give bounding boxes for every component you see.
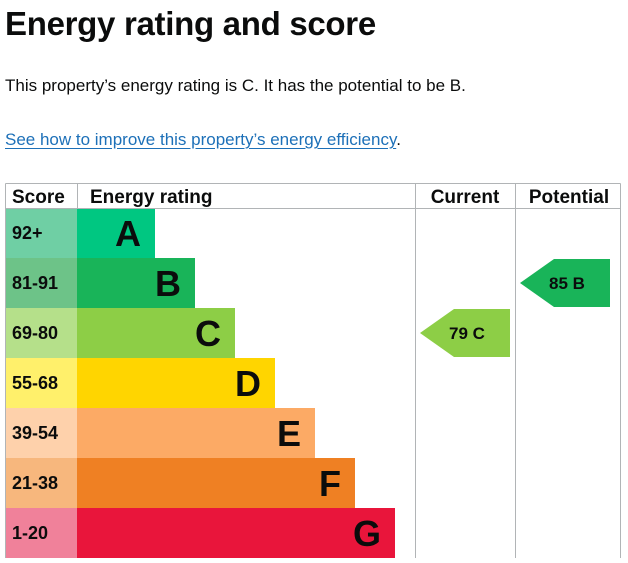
score-range-c: 69-80 <box>12 323 58 343</box>
rating-letter-e: E <box>277 413 301 454</box>
score-range-g: 1-20 <box>12 523 48 543</box>
score-range-f: 21-38 <box>12 473 58 493</box>
rating-bar-f <box>77 458 355 508</box>
rating-bar-a <box>77 208 155 258</box>
rating-bar-g <box>77 508 395 558</box>
rating-letter-b: B <box>155 263 181 304</box>
potential-rating-label: 85 B <box>549 274 585 293</box>
link-suffix: . <box>396 130 401 149</box>
rating-summary: This property’s energy rating is C. It h… <box>5 76 466 95</box>
score-band-c <box>6 308 77 358</box>
page-title: Energy rating and score <box>5 5 376 42</box>
score-range-b: 81-91 <box>12 273 58 293</box>
score-band-b <box>6 258 77 308</box>
score-band-f <box>6 458 77 508</box>
energy-rating-chart: 92+ A 81-91 B 69-80 C 55-68 D 39-54 E 21-38 F 1-20 G … <box>0 183 621 560</box>
current-rating-label: 79 C <box>449 324 485 343</box>
score-range-e: 39-54 <box>12 423 58 443</box>
score-band-g <box>6 508 77 558</box>
score-band-a <box>6 208 77 258</box>
score-range-d: 55-68 <box>12 373 58 393</box>
improve-efficiency-link[interactable]: See how to improve this property’s energ… <box>5 130 397 149</box>
header-potential: Potential <box>529 187 609 208</box>
header-energy-rating: Energy rating <box>90 187 212 208</box>
score-range-a: 92+ <box>12 223 43 243</box>
header-current: Current <box>431 187 500 208</box>
rating-letter-f: F <box>319 463 341 504</box>
score-band-d <box>6 358 77 408</box>
rating-bar-e <box>77 408 315 458</box>
rating-bar-b <box>77 258 195 308</box>
rating-letter-c: C <box>195 313 221 354</box>
improve-link-line: See how to improve this property’s energ… <box>5 129 401 151</box>
rating-bar-c <box>77 308 235 358</box>
header-score: Score <box>12 187 65 208</box>
rating-letter-g: G <box>353 513 381 554</box>
energy-rating-svg: 92+ A81-91 B69-80 C55-68 D39-54 E21-38 F1-20 G … <box>5 183 621 558</box>
current-rating-arrow <box>420 309 510 357</box>
potential-rating-arrow <box>520 259 610 307</box>
rating-letter-a: A <box>115 213 141 254</box>
rating-letter-d: D <box>235 363 261 404</box>
rating-bar-d <box>77 358 275 408</box>
score-band-e <box>6 408 77 458</box>
